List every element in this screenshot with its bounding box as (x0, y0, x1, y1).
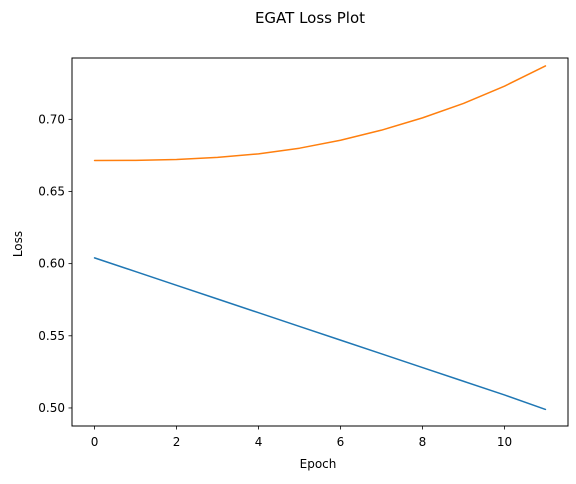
y-axis: 0.50 0.55 0.60 0.65 0.70 (38, 112, 72, 415)
y-tick-label-1: 0.55 (38, 329, 65, 343)
x-axis-label: Epoch (300, 457, 337, 471)
y-axis-label: Loss (11, 231, 25, 257)
series-1-line (93, 257, 547, 411)
y-tick-label-4: 0.70 (38, 112, 65, 126)
y-tick-label-3: 0.65 (38, 184, 65, 198)
plot-area (93, 65, 547, 411)
series-2-line (93, 65, 547, 162)
y-tick-label-0: 0.50 (38, 401, 65, 415)
chart-title: EGAT Loss Plot (255, 9, 365, 27)
x-axis: 0 2 4 6 8 10 (91, 426, 512, 449)
x-tick-label-5: 10 (497, 435, 512, 449)
x-tick-label-3: 6 (337, 435, 345, 449)
x-tick-label-2: 4 (255, 435, 263, 449)
x-tick-label-1: 2 (173, 435, 181, 449)
plot-frame (71, 57, 569, 427)
y-tick-label-2: 0.60 (38, 257, 65, 271)
x-tick-label-4: 8 (419, 435, 427, 449)
x-tick-label-0: 0 (91, 435, 99, 449)
